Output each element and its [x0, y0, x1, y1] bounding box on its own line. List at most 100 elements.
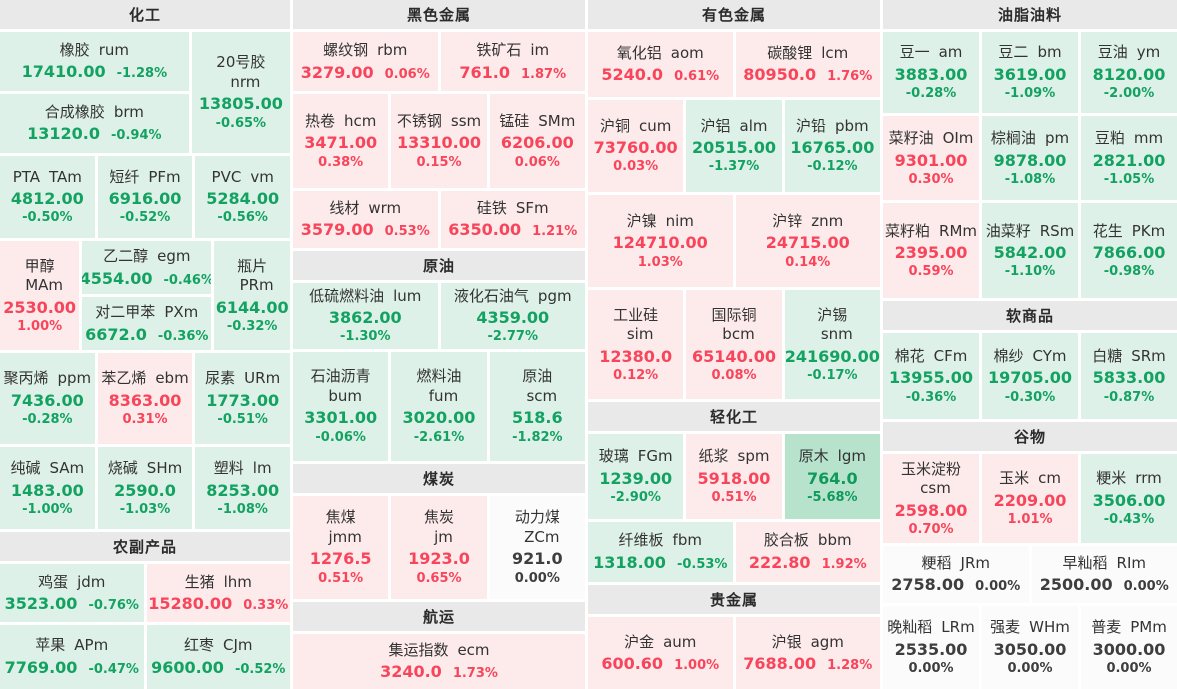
- cell-ecm[interactable]: 集运指数 ecm 3240.0 1.73%: [293, 633, 585, 689]
- cell-RSm[interactable]: 油菜籽 RSm 5842.00 -1.10%: [982, 203, 1078, 298]
- cell-ppm[interactable]: 聚丙烯 ppm 7436.00 -0.28%: [0, 353, 95, 444]
- cell-agm[interactable]: 沪银 agm 7688.00 1.28%: [735, 617, 880, 689]
- cell-OIm[interactable]: 菜籽油 OIm 9301.00 0.30%: [883, 116, 979, 201]
- cell-ebm[interactable]: 苯乙烯 ebm 8363.00 0.31%: [97, 353, 193, 444]
- instrument-code-label: ppm: [57, 369, 92, 388]
- cell-bbm[interactable]: 胶合板 bbm 222.80 1.92%: [735, 521, 880, 583]
- change-percent: 1.87%: [521, 66, 567, 82]
- instrument-code-label: im: [530, 41, 550, 60]
- cell-lum[interactable]: 低硫燃料油 lum 3862.00 -1.30%: [293, 283, 438, 349]
- cell-RMm[interactable]: 菜籽粕 RMm 2395.00 0.59%: [883, 203, 979, 298]
- cell-fum[interactable]: 燃料油 fum 3020.00 -2.61%: [391, 351, 487, 461]
- cell-lgm[interactable]: 原木 lgm 764.0 -5.68%: [784, 433, 880, 519]
- cell-spm[interactable]: 纸浆 spm 5918.00 0.51%: [686, 433, 782, 519]
- cell-nrm[interactable]: 20号胶 nrm 13805.00 -0.65%: [191, 32, 290, 153]
- change-percent: -0.32%: [226, 318, 278, 334]
- cell-pm[interactable]: 棕榈油 pm 9878.00 -1.08%: [982, 116, 1078, 201]
- cell-vm[interactable]: PVC vm 5284.00 -0.56%: [195, 155, 291, 239]
- cell-RIm[interactable]: 早籼稻 RIm 2500.00 0.00%: [1031, 545, 1177, 603]
- cell-wrm[interactable]: 线材 wrm 3579.00 0.53%: [293, 190, 438, 249]
- cell-ym[interactable]: 豆油 ym 8120.00 -2.00%: [1081, 32, 1177, 114]
- instrument-cn-label: 鸡蛋: [38, 572, 69, 591]
- cell-FGm[interactable]: 玻璃 FGm 1239.00 -2.90%: [588, 433, 684, 519]
- instrument-code-label: jmm: [328, 527, 362, 546]
- cell-CJm[interactable]: 红枣 CJm 9600.00 -0.52%: [146, 625, 290, 689]
- cell-CFm[interactable]: 棉花 CFm 13955.00 -0.36%: [883, 332, 979, 420]
- cell-cm[interactable]: 玉米 cm 2209.00 1.01%: [982, 454, 1078, 543]
- cell-mm[interactable]: 豆粕 mm 2821.00 -1.05%: [1081, 116, 1177, 201]
- cell-rrm[interactable]: 粳米 rrm 3506.00 -0.43%: [1081, 454, 1177, 543]
- cell-fbm[interactable]: 纤维板 fbm 1318.00 -0.53%: [588, 521, 733, 583]
- cell-rbm[interactable]: 螺纹钢 rbm 3279.00 0.06%: [293, 32, 438, 92]
- change-percent: 1.00%: [674, 658, 720, 674]
- cell-snm[interactable]: 沪锡 snm 241690.00 -0.17%: [784, 290, 880, 399]
- cell-cum[interactable]: 沪铜 cum 73760.00 0.03%: [588, 99, 684, 192]
- instrument-name: 生猪 lhm: [185, 573, 252, 593]
- change-percent: -1.03%: [119, 501, 171, 517]
- price-value: 2821.00: [1092, 150, 1166, 170]
- cell-jm[interactable]: 焦炭 jm 1923.0 0.65%: [391, 495, 487, 599]
- cell-pbm[interactable]: 沪铅 pbm 16765.00 -0.12%: [784, 99, 880, 192]
- cell-SMm[interactable]: 锰硅 SMm 6206.00 0.06%: [489, 94, 585, 188]
- cell-egm[interactable]: 乙二醇 egm 4554.00 -0.46%: [82, 241, 212, 295]
- cell-SAm[interactable]: 纯碱 SAm 1483.00 -1.00%: [0, 446, 95, 530]
- cell-SFm[interactable]: 硅铁 SFm 6350.00 1.21%: [440, 190, 585, 249]
- cell-CYm[interactable]: 棉纱 CYm 19705.00 -0.30%: [982, 332, 1078, 420]
- cell-ZCm[interactable]: 动力煤 ZCm 921.0 0.00%: [489, 495, 585, 599]
- cell-lhm[interactable]: 生猪 lhm 15280.00 0.33%: [146, 564, 290, 623]
- cell-csm[interactable]: 玉米淀粉csm 2598.00 0.70%: [883, 454, 979, 543]
- cell-bm[interactable]: 豆二 bm 3619.00 -1.09%: [982, 32, 1078, 114]
- cell-lcm[interactable]: 碳酸锂 lcm 80950.0 1.76%: [735, 32, 880, 97]
- cell-jdm[interactable]: 鸡蛋 jdm 3523.00 -0.76%: [0, 564, 144, 623]
- cell-rum[interactable]: 橡胶 rum 17410.00 -1.28%: [0, 32, 189, 91]
- cell-SHm[interactable]: 烧碱 SHm 2590.0 -1.03%: [97, 446, 193, 530]
- instrument-code-label: lgm: [837, 447, 866, 466]
- cell-aom[interactable]: 氧化铝 aom 5240.0 0.61%: [588, 32, 733, 97]
- cell-nim[interactable]: 沪镍 nim 124710.00 1.03%: [588, 194, 733, 288]
- cell-PXm[interactable]: 对二甲苯 PXm 6672.0 -0.36%: [82, 297, 212, 351]
- cell-APm[interactable]: 苹果 APm 7769.00 -0.47%: [0, 625, 144, 689]
- change-percent: -2.61%: [413, 429, 465, 445]
- price-value: 4554.00: [82, 268, 153, 288]
- price-line: 7769.00 -0.47%: [5, 658, 139, 678]
- price-value: 6206.00: [500, 133, 574, 153]
- cell-lm[interactable]: 塑料 lm 8253.00 -1.08%: [195, 446, 291, 530]
- cell-brm[interactable]: 合成橡胶 brm 13120.0 -0.94%: [0, 93, 189, 153]
- instrument-cn-label: 塑料: [213, 459, 244, 478]
- cell-SRm[interactable]: 白糖 SRm 5833.00 -0.87%: [1081, 332, 1177, 420]
- instrument-name: 氧化铝 aom: [617, 44, 704, 64]
- cell-aum[interactable]: 沪金 aum 600.60 1.00%: [588, 617, 733, 689]
- cell-URm[interactable]: 尿素 URm 1773.00 -0.51%: [195, 353, 291, 444]
- cell-PMm[interactable]: 普麦 PMm 3000.00 0.00%: [1081, 605, 1177, 689]
- cell-im[interactable]: 铁矿石 im 761.0 1.87%: [440, 32, 585, 92]
- instrument-name: 聚丙烯 ppm: [4, 369, 92, 389]
- cell-jmm[interactable]: 焦煤 jmm 1276.5 0.51%: [293, 495, 389, 599]
- price-value: 5240.0: [601, 65, 664, 85]
- cell-bcm[interactable]: 国际铜 bcm 65140.00 0.08%: [686, 290, 782, 399]
- cell-JRm[interactable]: 粳稻 JRm 2758.00 0.00%: [883, 545, 1029, 603]
- cell-WHm[interactable]: 强麦 WHm 3050.00 0.00%: [982, 605, 1078, 689]
- cell-PRm[interactable]: 瓶片 PRm 6144.00 -0.32%: [214, 241, 290, 351]
- change-percent: 0.59%: [908, 264, 954, 280]
- instrument-code-label: spm: [737, 447, 770, 466]
- cell-am[interactable]: 豆一 am 3883.00 -0.28%: [883, 32, 979, 114]
- cell-LRm[interactable]: 晚籼稻 LRm 2535.00 0.00%: [883, 605, 979, 689]
- cell-TAm[interactable]: PTA TAm 4812.00 -0.50%: [0, 155, 95, 239]
- cell-sim[interactable]: 工业硅 sim 12380.0 0.12%: [588, 290, 684, 399]
- cell-PFm[interactable]: 短纤 PFm 6916.00 -0.52%: [97, 155, 193, 239]
- cell-alm[interactable]: 沪铝 alm 20515.00 -1.37%: [686, 99, 782, 192]
- cell-PKm[interactable]: 花生 PKm 7866.00 -0.98%: [1081, 203, 1177, 298]
- cell-MAm[interactable]: 甲醇 MAm 2530.00 1.00%: [0, 241, 80, 351]
- cell-row: 晚籼稻 LRm 2535.00 0.00% 强麦 WHm 3050.00 0.00% 普麦 PMm…: [883, 605, 1177, 689]
- cell-bum[interactable]: 石油沥青 bum 3301.00 -0.06%: [293, 351, 389, 461]
- cell-scm[interactable]: 原油 scm 518.6 -1.82%: [489, 351, 585, 461]
- instrument-code-label: nim: [665, 211, 694, 230]
- cell-hcm[interactable]: 热卷 hcm 3471.00 0.38%: [293, 94, 389, 188]
- instrument-cn-label: 工业硅: [613, 305, 659, 324]
- cell-znm[interactable]: 沪锌 znm 24715.00 0.14%: [735, 194, 880, 288]
- instrument-name: 鸡蛋 jdm: [38, 573, 105, 593]
- cell-pgm[interactable]: 液化石油气 pgm 4359.00 -2.77%: [440, 283, 585, 349]
- change-percent: -2.90%: [610, 489, 661, 505]
- price-value: 124710.00: [612, 233, 708, 253]
- cell-ssm[interactable]: 不锈钢 ssm 13310.00 0.15%: [391, 94, 487, 188]
